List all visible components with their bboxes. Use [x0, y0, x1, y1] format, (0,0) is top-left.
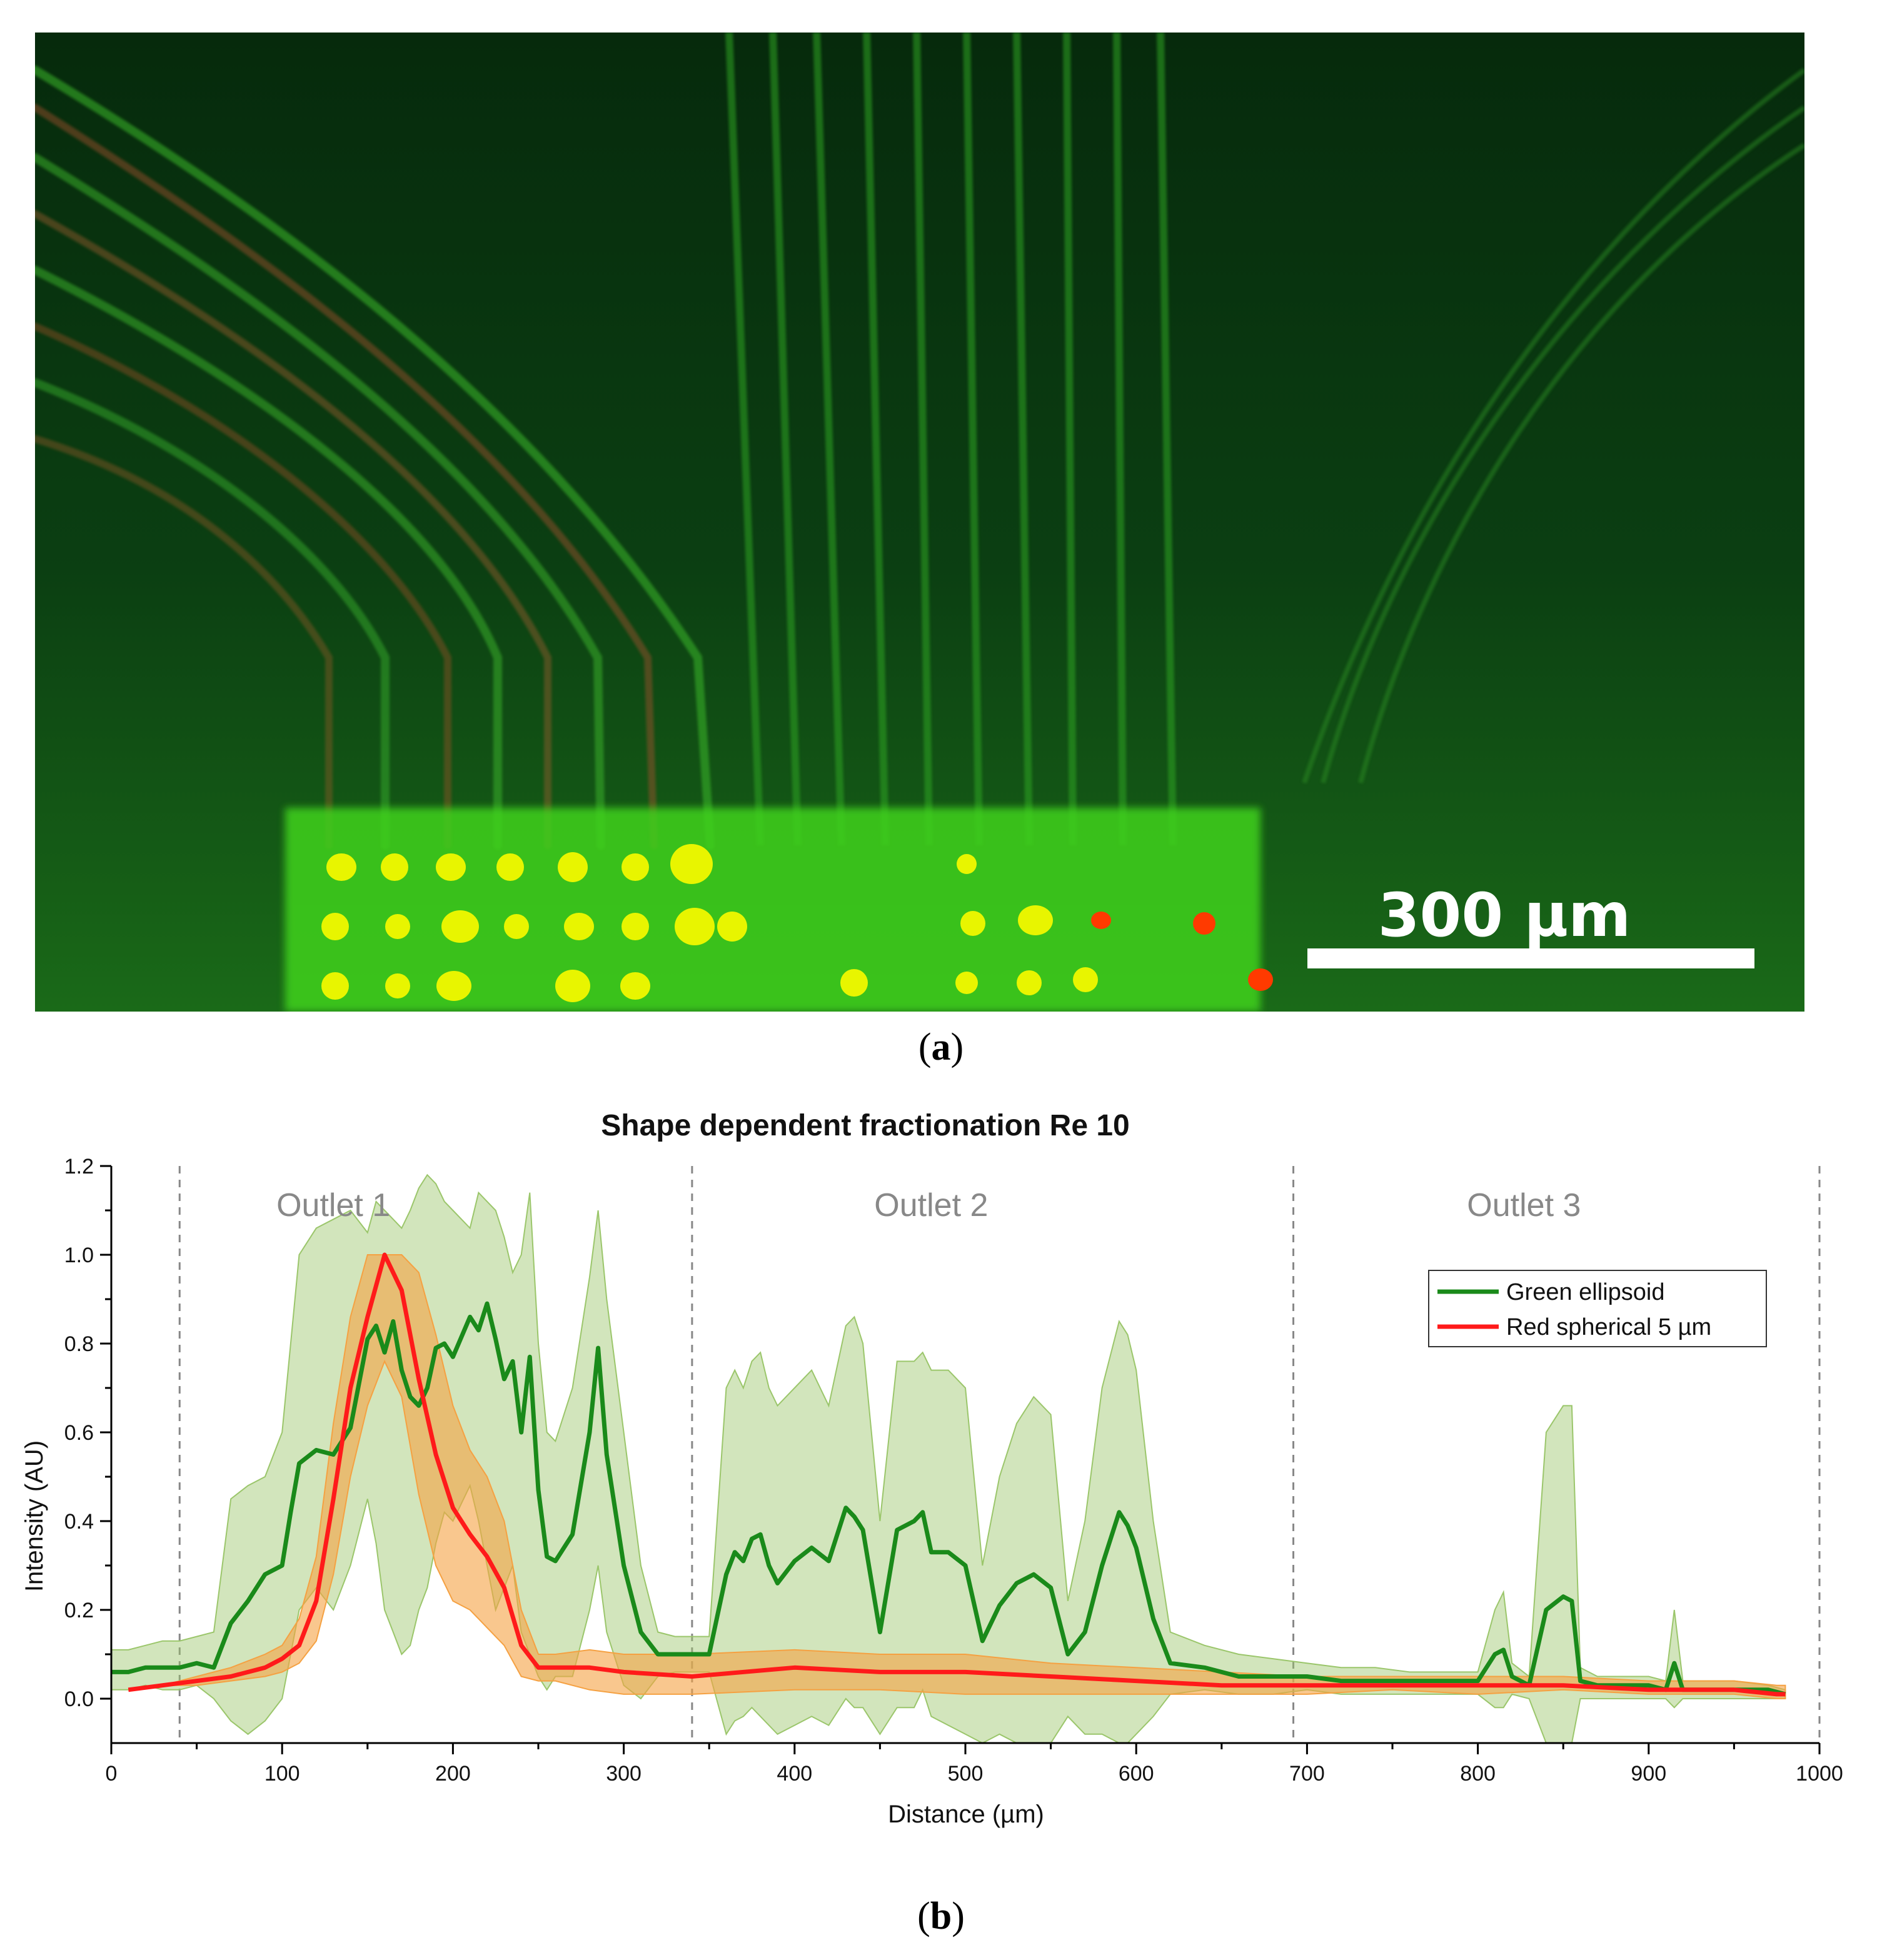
- x-tick-label-0: 0: [106, 1762, 118, 1786]
- y-tick-label-3: 0.6: [64, 1421, 94, 1445]
- x-tick-label-2: 200: [435, 1762, 471, 1786]
- x-tick-label-5: 500: [948, 1762, 984, 1786]
- x-tick-label-1: 100: [264, 1762, 300, 1786]
- x-tick-label-10: 1000: [1796, 1762, 1843, 1786]
- intensity-chart: Shape dependent fractionation Re 10 0 100…: [21, 1109, 1843, 1828]
- plot-area: 0 100 200 300 400 500 600 700 800 900 1000 0.0 0.2 0.…: [64, 1155, 1843, 1786]
- x-axis-label: Distance (µm): [888, 1801, 1044, 1828]
- outlet-label-1: Outlet 2: [874, 1187, 988, 1224]
- x-tick-label-9: 900: [1631, 1762, 1666, 1786]
- scale-bar: [1307, 948, 1754, 968]
- y-tick-label-2: 0.4: [64, 1510, 94, 1534]
- y-tick-label-0: 0.0: [64, 1687, 94, 1711]
- fluorescence-micrograph: 300 µm: [35, 33, 1804, 1012]
- outlet-label-0: Outlet 1: [276, 1187, 390, 1224]
- y-axis-label: Intensity (AU): [21, 1440, 48, 1592]
- series-line-0: [111, 1301, 1786, 1697]
- panel-label-b: (b): [917, 1895, 965, 1937]
- y-tick-label-4: 0.8: [64, 1332, 94, 1356]
- x-tick-label-6: 600: [1119, 1762, 1154, 1786]
- scale-bar-label: 300 µm: [1378, 880, 1631, 950]
- legend-label-0: Green ellipsoid: [1506, 1279, 1664, 1305]
- y-tick-label-1: 0.2: [64, 1599, 94, 1622]
- chart-title: Shape dependent fractionation Re 10: [601, 1109, 1129, 1142]
- y-tick-label-6: 1.2: [64, 1155, 94, 1179]
- series-line-1: [128, 1252, 1786, 1697]
- x-tick-label-8: 800: [1460, 1762, 1496, 1786]
- outlet-label-2: Outlet 3: [1467, 1187, 1581, 1224]
- panel-label-a: (a): [918, 1026, 964, 1068]
- x-tick-label-3: 300: [606, 1762, 642, 1786]
- x-tick-label-4: 400: [777, 1762, 812, 1786]
- y-tick-label-5: 1.0: [64, 1244, 94, 1267]
- x-tick-label-7: 700: [1289, 1762, 1325, 1786]
- legend-box: [1428, 1270, 1767, 1347]
- legend-label-1: Red spherical 5 µm: [1506, 1314, 1711, 1340]
